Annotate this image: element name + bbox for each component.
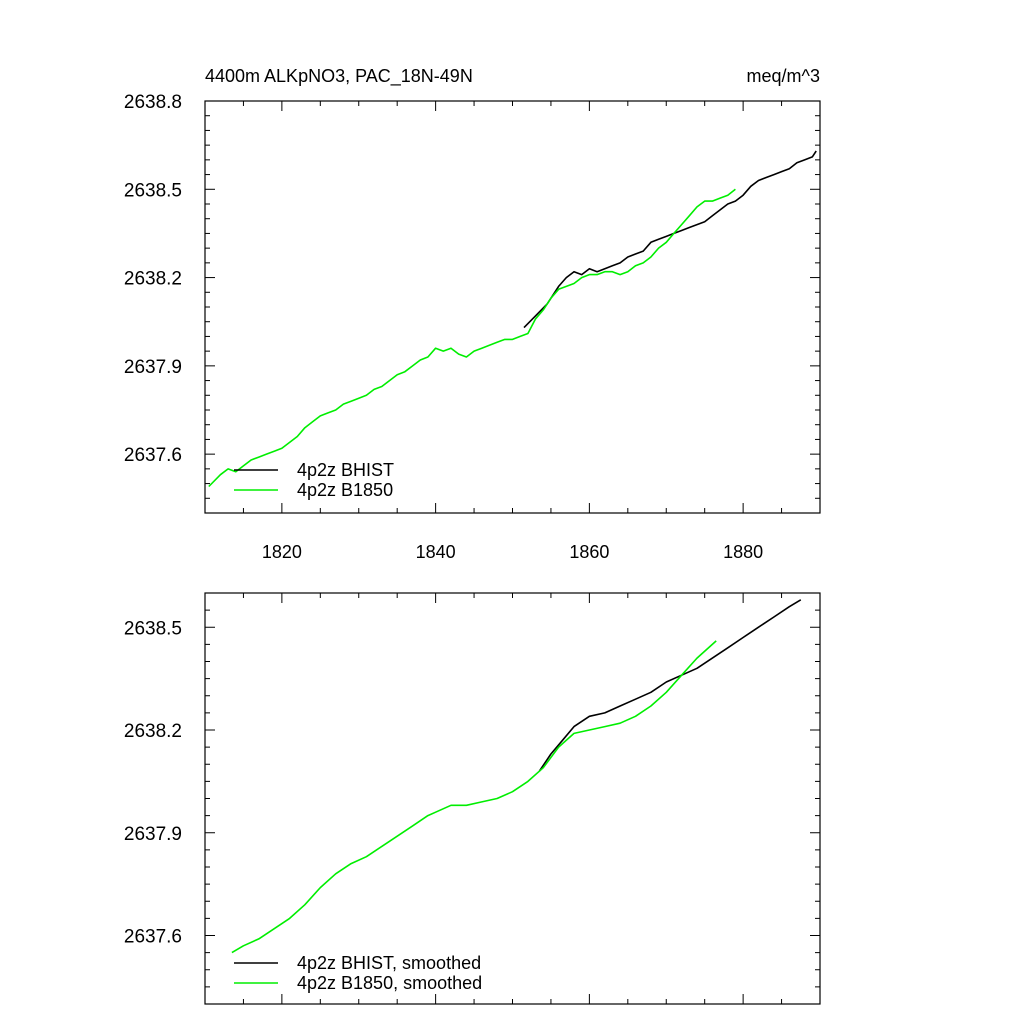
- bottom-panel: 2637.6 2637.9 2638.2 2638.5 4p2z BHIST, smoo…: [124, 592, 821, 1005]
- series-line-4p2z-bhist: [523, 150, 817, 329]
- y-tick-label: 2638.2: [124, 721, 182, 742]
- y-tick-label: 2638.5: [124, 618, 182, 639]
- x-tick-label: 1820: [262, 542, 302, 562]
- units-label: meq/m^3: [747, 66, 820, 86]
- x-tick-label: 1880: [723, 542, 763, 562]
- y-tick-label: 2638.8: [124, 92, 182, 113]
- y-tick-label: 2637.6: [124, 445, 182, 466]
- chart-title: 4400m ALKpNO3, PAC_18N-49N: [205, 66, 473, 87]
- series-line-4p2z-b1850: [208, 188, 736, 488]
- y-tick-label: 2637.9: [124, 357, 182, 378]
- legend-label: 4p2z B1850: [297, 480, 393, 500]
- y-tick-label: 2638.5: [124, 180, 182, 201]
- top-panel: 1820 1840 1860 1880 2637.6 2637.9 2638.2 2638.5…: [124, 92, 821, 562]
- x-tick-label: 1840: [416, 542, 456, 562]
- legend-label: 4p2z BHIST: [297, 460, 394, 480]
- y-tick-label: 2637.6: [124, 927, 182, 948]
- y-tick-label: 2637.9: [124, 824, 182, 845]
- series-line-4p2z-b1850-smoothed: [231, 640, 717, 954]
- x-tick-label: 1860: [569, 542, 609, 562]
- legend-label: 4p2z BHIST, smoothed: [297, 953, 481, 973]
- series-line-4p2z-bhist-smoothed: [538, 599, 802, 772]
- plot-frame: [204, 592, 821, 1005]
- legend-label: 4p2z B1850, smoothed: [297, 973, 482, 993]
- y-tick-label: 2638.2: [124, 269, 182, 290]
- plot-frame: [204, 100, 821, 514]
